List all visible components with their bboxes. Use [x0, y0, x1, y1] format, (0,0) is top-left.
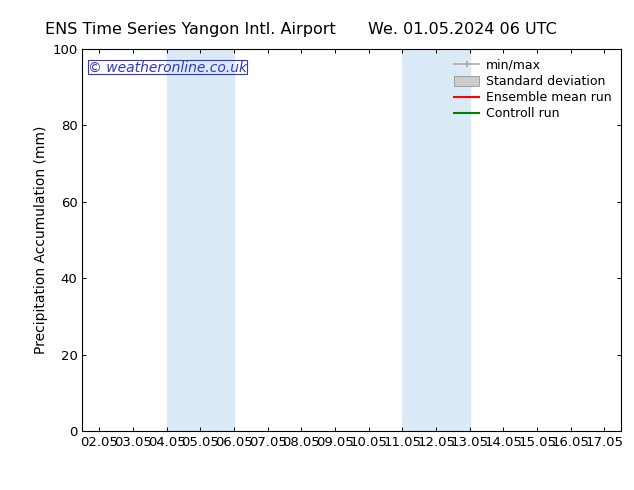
Legend: min/max, Standard deviation, Ensemble mean run, Controll run: min/max, Standard deviation, Ensemble me…: [451, 55, 615, 124]
Text: We. 01.05.2024 06 UTC: We. 01.05.2024 06 UTC: [368, 22, 557, 37]
Text: © weatheronline.co.uk: © weatheronline.co.uk: [87, 60, 247, 74]
Bar: [403, 49, 470, 431]
Text: ENS Time Series Yangon Intl. Airport: ENS Time Series Yangon Intl. Airport: [45, 22, 335, 37]
Y-axis label: Precipitation Accumulation (mm): Precipitation Accumulation (mm): [34, 126, 48, 354]
Bar: [167, 49, 234, 431]
